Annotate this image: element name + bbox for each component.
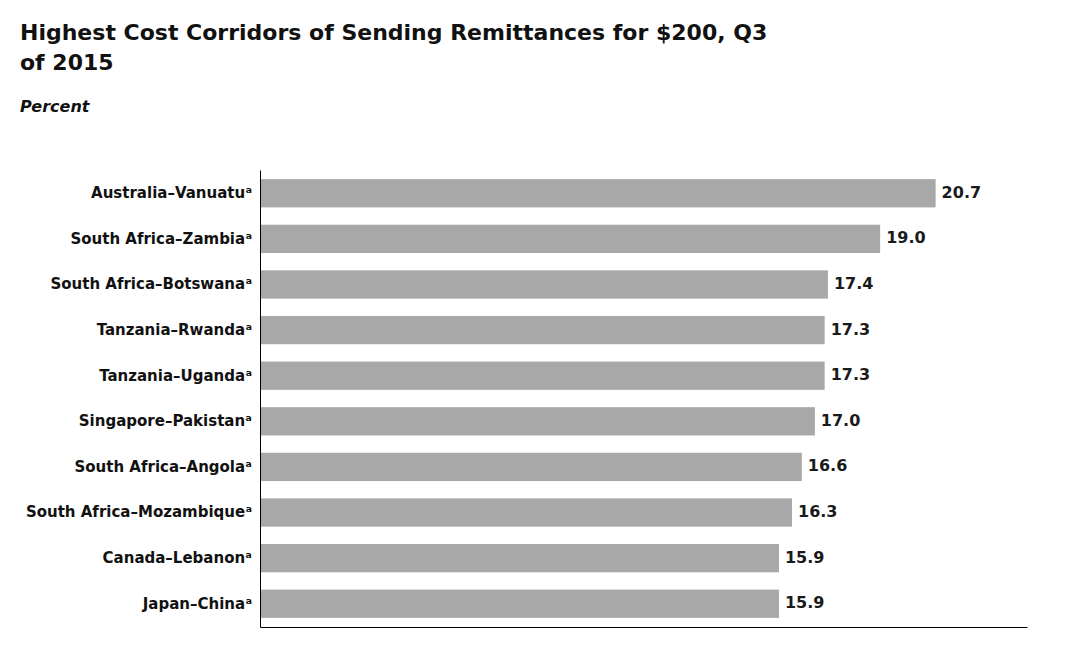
bar: [260, 544, 779, 572]
tick: South Africa–Mozambiqueᵃ: [26, 503, 252, 521]
tick: Japan–Chinaᵃ: [142, 595, 252, 613]
subtitle: Percent: [20, 97, 91, 116]
bar: [260, 407, 815, 435]
category-axis: Australia–Vanuatuᵃ South Africa–Zambiaᵃ So…: [26, 171, 261, 628]
bar: [260, 316, 825, 344]
category-axis-line: [260, 171, 261, 628]
tick: Australia–Vanuatuᵃ: [91, 184, 252, 202]
value-axis-line: [261, 627, 1028, 628]
value-axis: [261, 627, 1028, 628]
data-label: 17.3: [831, 365, 870, 384]
bars: [260, 179, 936, 618]
bar: [260, 225, 880, 253]
tick-label: South Africa–Mozambiqueᵃ: [26, 503, 252, 521]
tick: Canada–Lebanonᵃ: [103, 549, 253, 567]
bar: [260, 179, 936, 207]
data-label: 17.4: [834, 274, 873, 293]
tick-label: Japan–Chinaᵃ: [142, 595, 252, 613]
data-label: 17.3: [831, 320, 870, 339]
tick-label: Tanzania–Rwandaᵃ: [97, 321, 252, 339]
plot: 20.7 19.0 17.4 17.3 17.3 17.0 16.6 16.3 15.9 15.9…: [26, 171, 1028, 628]
bar: [260, 453, 802, 481]
data-label: 19.0: [886, 228, 925, 247]
title: Highest Cost Corridors of Sending Remitt…: [20, 20, 767, 75]
tick: South Africa–Zambiaᵃ: [70, 230, 252, 248]
title-line: of 2015: [20, 50, 114, 75]
data-label: 17.0: [821, 411, 860, 430]
bar: [260, 498, 792, 526]
tick-label: Singapore–Pakistanᵃ: [79, 412, 252, 430]
chart: Highest Cost Corridors of Sending Remitt…: [0, 0, 1087, 657]
data-label: 20.7: [942, 183, 981, 202]
bar: [260, 270, 828, 298]
tick-label: Australia–Vanuatuᵃ: [91, 184, 252, 202]
bar: [260, 362, 825, 390]
tick: South Africa–Angolaᵃ: [74, 458, 252, 476]
tick: Tanzania–Rwandaᵃ: [97, 321, 252, 339]
data-label: 16.3: [798, 502, 837, 521]
data-label: 16.6: [808, 456, 847, 475]
tick-label: Tanzania–Ugandaᵃ: [99, 366, 252, 384]
tick-label: South Africa–Botswanaᵃ: [50, 275, 252, 293]
tick-label: Canada–Lebanonᵃ: [103, 549, 253, 567]
tick: South Africa–Botswanaᵃ: [50, 275, 252, 293]
tick: Singapore–Pakistanᵃ: [79, 412, 252, 430]
tick-label: South Africa–Zambiaᵃ: [70, 230, 252, 248]
title-line: Highest Cost Corridors of Sending Remitt…: [20, 20, 767, 45]
bar: [260, 590, 779, 618]
tick-label: South Africa–Angolaᵃ: [74, 458, 252, 476]
data-label: 15.9: [785, 548, 824, 567]
tick: Tanzania–Ugandaᵃ: [99, 366, 252, 384]
data-label: 15.9: [785, 593, 824, 612]
